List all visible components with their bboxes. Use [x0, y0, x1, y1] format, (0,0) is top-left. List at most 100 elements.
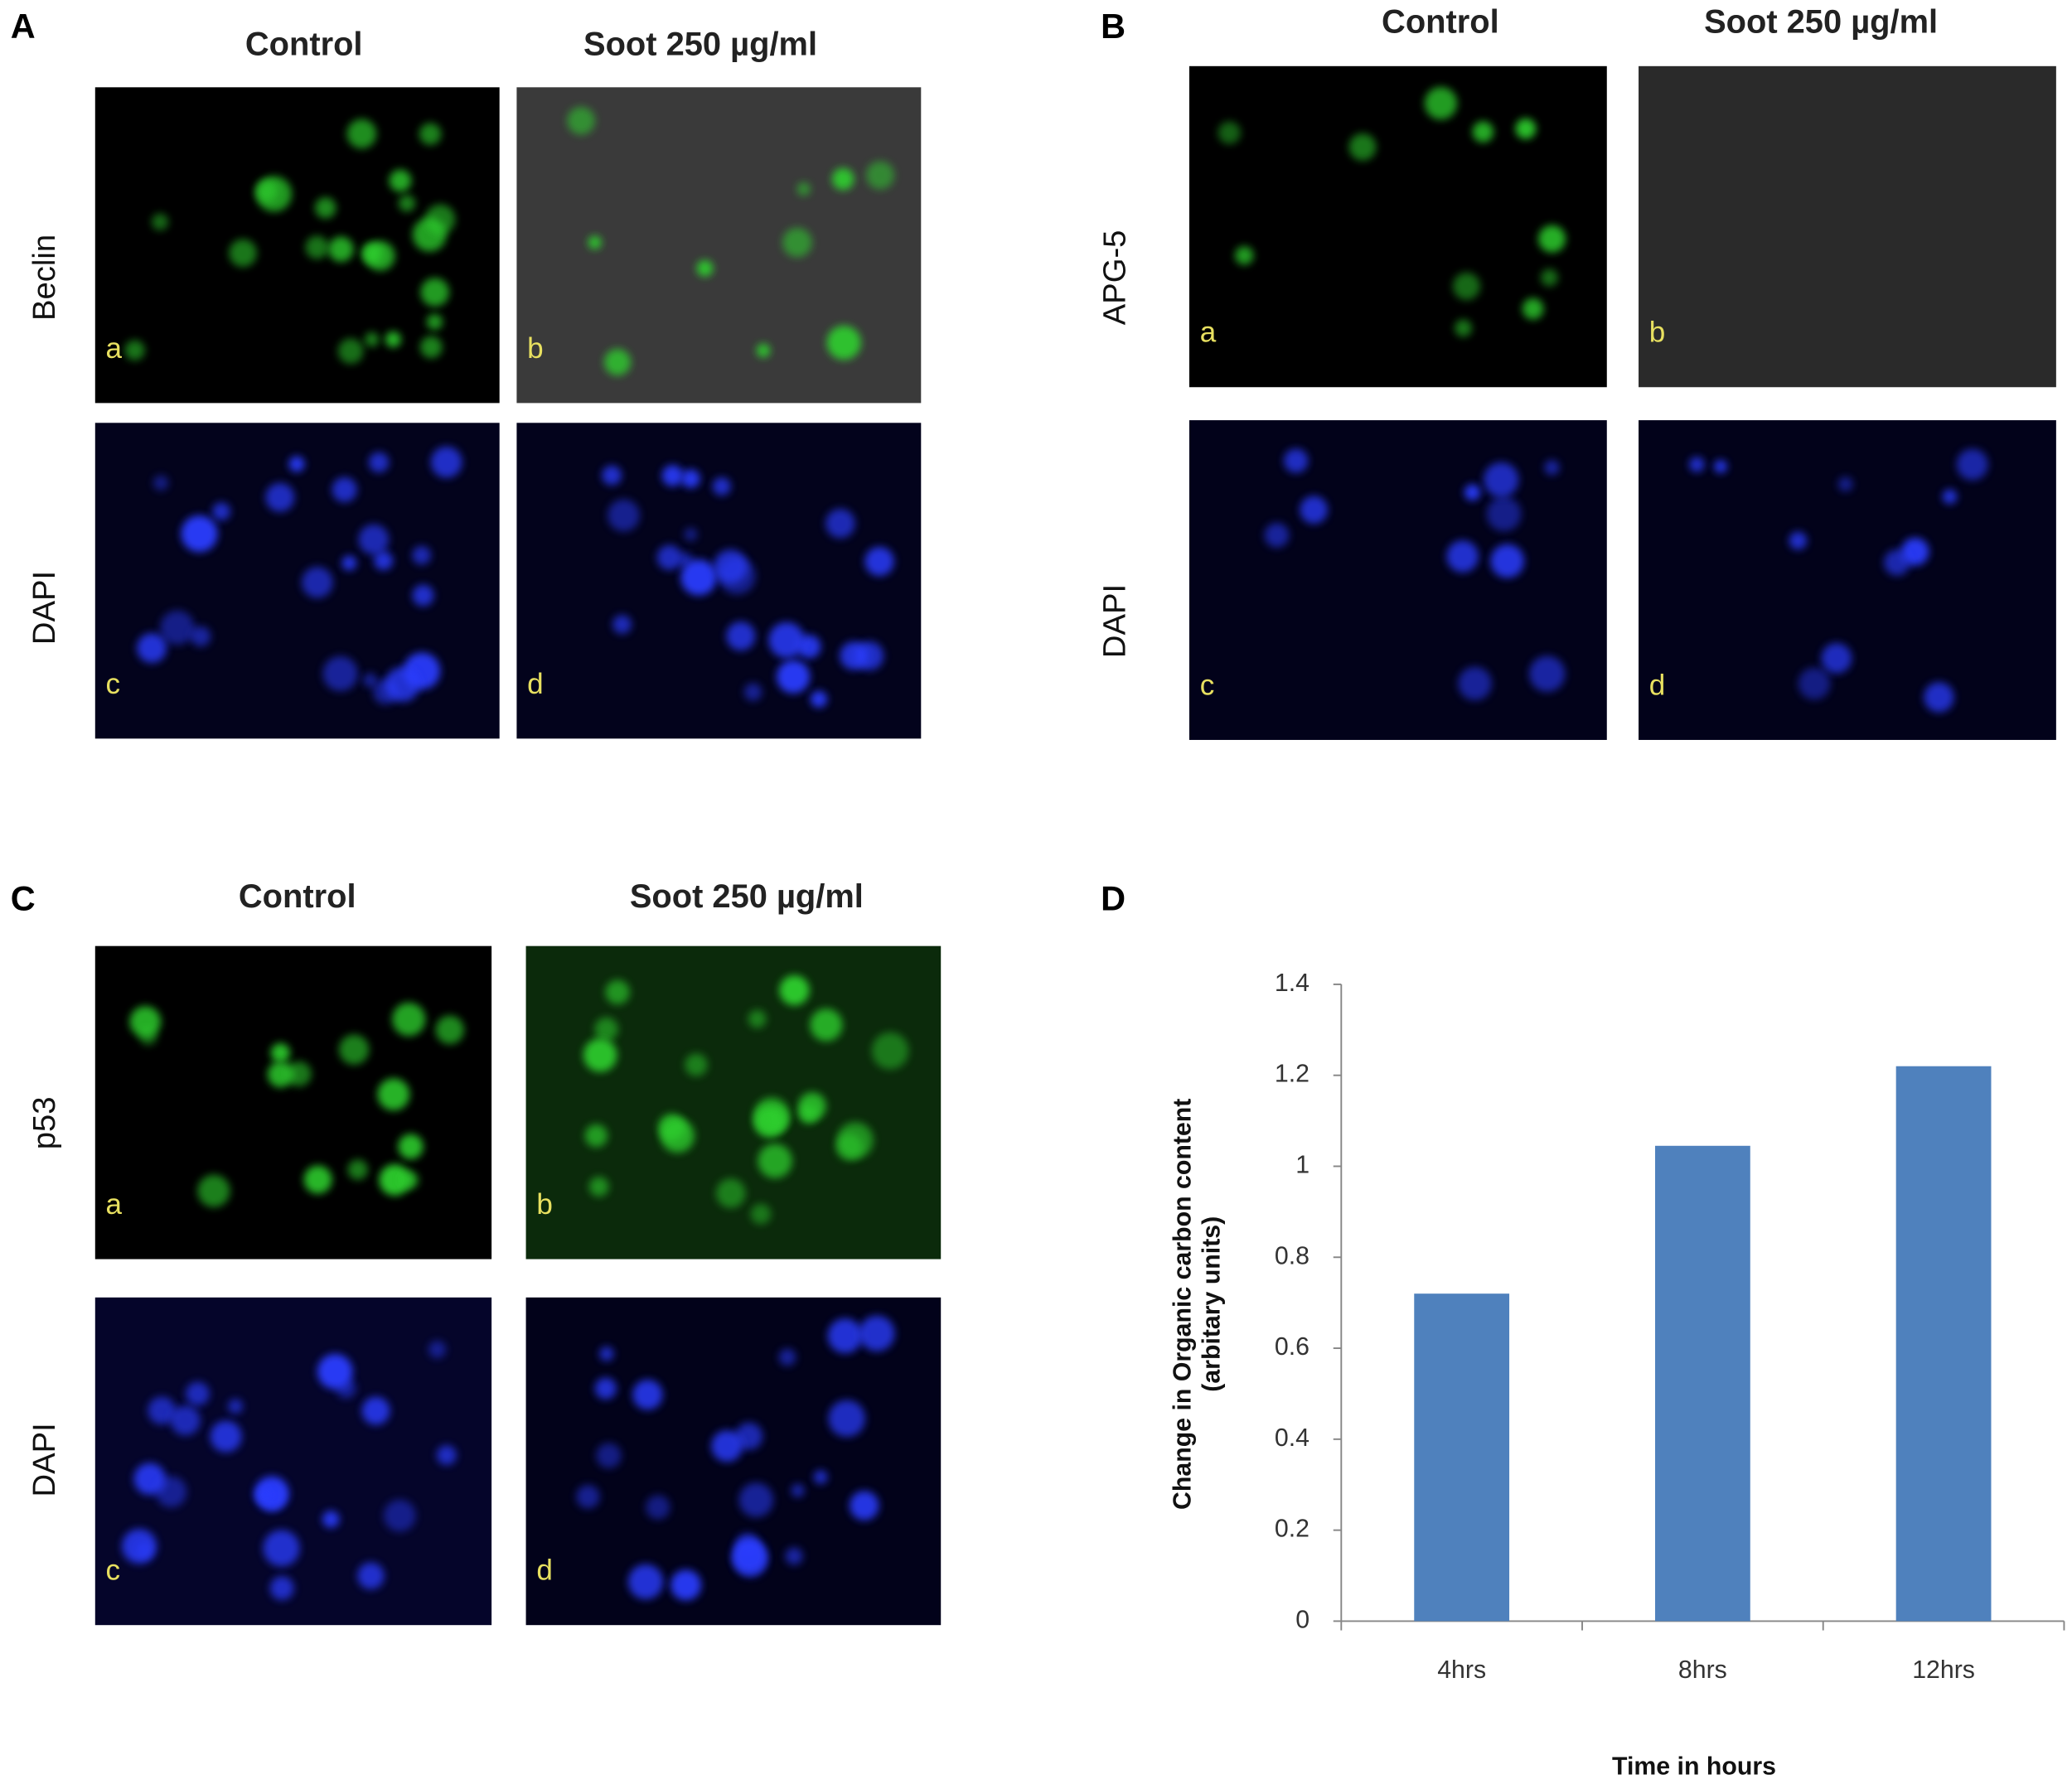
cell — [750, 1203, 772, 1225]
panel-label: C — [11, 878, 36, 917]
cell — [777, 660, 811, 694]
cell — [383, 1499, 416, 1532]
cell — [374, 551, 394, 571]
y-tick-label: 0.2 — [1275, 1516, 1310, 1543]
cell — [656, 544, 682, 570]
cell — [430, 446, 462, 478]
cell — [748, 1009, 767, 1028]
cell — [398, 1134, 424, 1159]
cell — [864, 546, 894, 577]
cell — [661, 465, 684, 486]
cell — [1235, 246, 1254, 265]
image-letter: c — [106, 1554, 121, 1587]
cell — [871, 1032, 909, 1070]
image-background — [94, 1297, 492, 1626]
column-header: Control — [245, 26, 363, 62]
cell — [267, 1061, 294, 1088]
panel-label: B — [1101, 7, 1126, 46]
cell — [796, 182, 811, 196]
cell — [288, 456, 305, 472]
image-background — [94, 945, 492, 1260]
cell — [685, 1053, 708, 1076]
image-letter: d — [527, 668, 544, 700]
cell — [332, 476, 357, 503]
image-background — [1639, 65, 2056, 388]
cell — [1924, 682, 1954, 713]
cell — [1522, 297, 1544, 320]
image-letter: b — [536, 1188, 553, 1221]
cell — [712, 476, 731, 496]
cell — [1264, 523, 1290, 548]
cell — [269, 1576, 294, 1600]
cell — [368, 452, 390, 473]
cell — [765, 1107, 789, 1132]
cell — [1455, 319, 1473, 337]
micrograph: a — [1188, 65, 1607, 388]
cell — [305, 235, 329, 259]
micrograph: b — [516, 87, 922, 404]
cell — [1837, 476, 1853, 492]
cell — [265, 482, 295, 512]
cell — [588, 1177, 609, 1197]
cell — [813, 1470, 828, 1485]
cell — [286, 1061, 312, 1087]
image-letter: a — [106, 332, 123, 365]
row-label: p53 — [27, 1096, 62, 1149]
cell — [363, 673, 378, 688]
cell — [255, 180, 278, 202]
cell — [303, 1165, 332, 1194]
cell — [425, 204, 456, 235]
column-header: Soot 250 µg/ml — [1704, 3, 1938, 40]
cell — [798, 1092, 826, 1120]
cell — [436, 1445, 457, 1466]
micrograph: c — [1188, 420, 1607, 740]
cell — [124, 340, 145, 360]
y-tick-label: 0.6 — [1275, 1333, 1310, 1361]
image-letter: b — [527, 332, 544, 365]
cell — [385, 331, 401, 348]
image-background — [525, 945, 942, 1260]
cell — [420, 278, 449, 307]
cell — [1956, 448, 1988, 481]
cell — [358, 524, 390, 555]
cell — [1538, 225, 1566, 253]
cell — [715, 1178, 746, 1208]
cell — [785, 1547, 803, 1565]
cell — [612, 615, 632, 635]
cell — [419, 123, 442, 145]
cell — [596, 1443, 622, 1468]
y-tick-label: 0.8 — [1275, 1242, 1310, 1269]
y-tick-label: 1.2 — [1275, 1061, 1310, 1088]
cell — [603, 349, 632, 376]
cell — [810, 690, 828, 708]
cell — [1446, 540, 1479, 573]
cell — [1283, 448, 1309, 473]
column-header: Control — [1382, 3, 1499, 40]
image-background — [1188, 420, 1607, 740]
x-tick-label: 12hrs — [1912, 1656, 1975, 1684]
y-axis-label: (arbitary units) — [1198, 1216, 1226, 1392]
cell — [588, 235, 602, 249]
micrograph: a — [94, 87, 500, 404]
cell — [148, 1396, 176, 1425]
cell — [1424, 86, 1458, 120]
cell — [696, 259, 714, 277]
cell — [228, 1399, 244, 1414]
cell — [389, 169, 412, 192]
cell — [435, 1015, 464, 1045]
micrograph: d — [516, 423, 922, 739]
cell — [254, 1476, 289, 1511]
cell — [859, 1315, 895, 1351]
cell — [302, 567, 333, 598]
micrograph: c — [94, 423, 500, 739]
cell — [632, 1379, 663, 1410]
bar — [1895, 1066, 1992, 1622]
cell — [160, 610, 195, 645]
cell — [341, 555, 357, 571]
cell — [210, 1420, 242, 1453]
cell — [1544, 460, 1560, 476]
micrograph: c — [94, 1297, 492, 1626]
cell — [399, 1171, 419, 1190]
image-background — [1188, 65, 1607, 388]
